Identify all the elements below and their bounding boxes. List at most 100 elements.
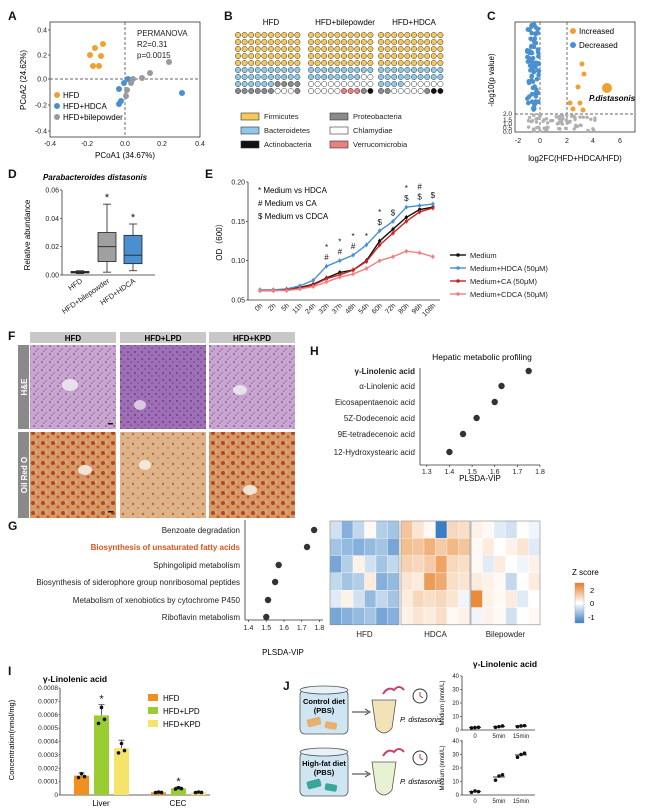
b-legend-swatch [329,126,349,135]
b-waffle-dot [391,32,398,38]
b-waffle-dot [327,88,334,94]
b-waffle-dot [378,32,384,38]
c-ytick: 1.0 [503,121,512,128]
b-waffle-dot [287,60,294,66]
b-waffle-dot [384,74,391,80]
b-waffle-dot [281,88,288,94]
b-waffle-dot [254,81,261,87]
a-legend-bilepowder: HFD+bilepowder [63,113,123,122]
g-heatmap-cell [364,520,377,539]
g-heatmap-cell [364,555,377,574]
b-legend-label: Bacteroidetes [264,126,310,135]
g-heatmap-cell [516,572,529,591]
b-waffle-dot [254,39,261,45]
panel-h-hepatic-vip: Hepatic metabolic profiling γ-Linolenic … [334,352,545,483]
e-legend-label: Medium+CDCA (50μM) [470,290,548,299]
c-point-decreased [530,55,536,61]
g-heatmap-group-label: HFD [356,630,373,639]
b-waffle-dot [417,32,424,38]
panel-d-boxplot: Parabacteroides distasonis 0.06 0.04 0.02 0… [23,173,155,316]
j-ytick: 0 [456,728,460,734]
g-heatmap-cell [423,607,436,625]
b-waffle-dot [248,39,255,45]
a-xlabel: PCoA1 (34.67%) [95,151,155,160]
b-waffle-dot [367,46,374,52]
c-point-decreased [533,31,538,37]
c-point-ns [581,115,586,119]
c-point-decreased [536,61,542,67]
j-point [497,724,501,729]
b-waffle-dot [404,67,411,73]
b-waffle-dot [378,67,384,73]
g-heatmap-cell [387,590,400,608]
b-waffle-dot [347,32,354,38]
b-legend-swatch [329,112,349,121]
b-waffle-dot [294,74,301,80]
a-point [121,80,127,86]
g-heatmap-cell [528,555,541,574]
b-waffle-dot [261,67,268,73]
b-waffle-dot [268,53,274,59]
e-ytick: 0.20 [231,180,245,187]
c-point-decreased [529,91,535,97]
b-waffle-dot [321,60,328,66]
e-point [311,278,315,282]
g-heatmap-cell [458,607,471,625]
b-waffle-dot [248,32,255,38]
b-waffle-dot [437,46,444,52]
e-point [431,206,435,210]
i-group-cec: CEC [170,799,187,808]
e-point [391,219,395,223]
b-waffle-dot [254,88,261,94]
b-waffle-dot [294,32,301,38]
g-heatmap-cell [505,572,518,591]
a-ytick: -0.2 [35,103,47,110]
b-waffle-dot [268,39,274,45]
a-point [100,41,106,47]
h-item-label: γ-Linolenic acid [355,367,416,376]
d-ytick: 0.04 [45,216,59,223]
b-waffle-dot [308,32,314,38]
g-heatmap-cell [505,607,518,625]
g-heatmap-cell [329,607,342,625]
b-waffle-dot [367,39,374,45]
g-heatmap-cell [352,520,365,539]
f-image-he-kpd [209,345,295,429]
b-waffle-dot [308,39,314,45]
b-waffle-dot [241,88,248,94]
g-vip-dot [271,578,279,586]
b-waffle-dot [334,39,341,45]
a-point [179,90,185,96]
g-xtick: 1.5 [261,625,271,632]
i-point [99,705,104,710]
f-image-oro-lpd [120,432,206,518]
b-waffle-dot [430,39,437,45]
b-waffle-dot [235,67,241,73]
d-significance-star: * [105,192,110,204]
b-waffle-dot [417,67,424,73]
b-waffle-dot [281,74,288,80]
b-waffle-dot [274,81,281,87]
b-waffle-dot [354,32,361,38]
e-ytick: 0.15 [231,219,245,226]
b-waffle-dot [235,32,241,38]
j-bacterium-label-2: P. distasonis [400,777,442,786]
b-waffle-dot [308,88,314,94]
i-ytick: 0.0008 [38,685,58,692]
b-waffle-dot [397,60,404,66]
g-heatmap-cell [375,520,388,539]
e-xtick: 54h [358,302,371,315]
a-legend-swatch-hdca [54,103,60,109]
b-waffle-dot [417,39,424,45]
b-waffle-dot [354,46,361,52]
b-waffle-dot [404,74,411,80]
e-key-2: # Medium vs CA [258,199,317,208]
e-xtick: 32h [318,302,331,315]
e-significance-mark: $ [431,191,436,200]
e-point [364,243,368,247]
g-heatmap-cell [435,538,448,556]
i-ytick: 0.0006 [38,712,58,719]
g-heatmap-cell [528,572,541,591]
e-point [378,243,382,247]
g-heatmap-cell [493,607,506,625]
